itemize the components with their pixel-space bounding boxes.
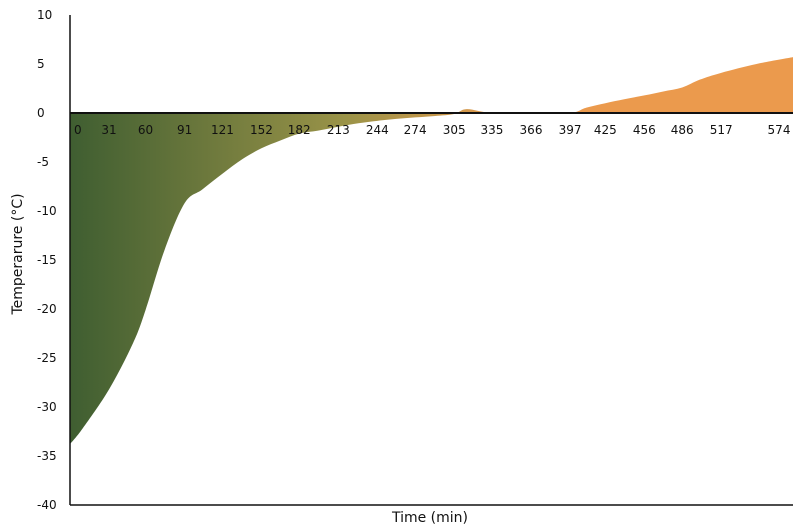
x-tick-label: 152 — [250, 123, 273, 137]
x-tick-label: 366 — [520, 123, 543, 137]
y-tick-label: -30 — [37, 400, 57, 414]
x-tick-label: 244 — [366, 123, 389, 137]
x-tick-label: 182 — [288, 123, 311, 137]
y-axis-label: Temperarure (°C) — [10, 193, 26, 315]
x-tick-label: 425 — [594, 123, 617, 137]
y-tick-label: -15 — [37, 253, 57, 267]
x-tick-label: 0 — [74, 123, 82, 137]
y-tick-label: -5 — [37, 155, 49, 169]
y-tick-label: 0 — [37, 106, 45, 120]
y-tick-label: -35 — [37, 449, 57, 463]
y-tick-label: -40 — [37, 498, 57, 512]
x-tick-labels: 0 31 60 91 121 152 182 213 244 274 305 335 366 397 425… — [74, 123, 790, 137]
y-tick-label: 10 — [37, 8, 52, 22]
x-axis-label: Time (min) — [391, 510, 468, 526]
x-tick-label: 486 — [671, 123, 694, 137]
x-tick-label: 31 — [101, 123, 116, 137]
x-tick-label: 456 — [633, 123, 656, 137]
area-layer — [70, 57, 793, 445]
x-tick-label: 397 — [559, 123, 582, 137]
x-tick-label: 335 — [481, 123, 504, 137]
temperature-area — [70, 57, 793, 445]
y-tick-label: -20 — [37, 302, 57, 316]
x-tick-label: 305 — [443, 123, 466, 137]
y-tick-label: -25 — [37, 351, 57, 365]
y-tick-label: 5 — [37, 57, 45, 71]
y-tick-labels: 10 5 0 -5 -10 -15 -20 -25 -30 -35 -40 — [37, 8, 57, 512]
x-tick-label: 121 — [211, 123, 234, 137]
x-tick-label: 213 — [327, 123, 350, 137]
x-tick-label: 91 — [177, 123, 192, 137]
x-tick-label: 574 — [768, 123, 791, 137]
x-tick-label: 274 — [404, 123, 427, 137]
y-tick-label: -10 — [37, 204, 57, 218]
x-tick-label: 517 — [710, 123, 733, 137]
axis-layer — [69, 15, 793, 506]
x-tick-label: 60 — [138, 123, 153, 137]
